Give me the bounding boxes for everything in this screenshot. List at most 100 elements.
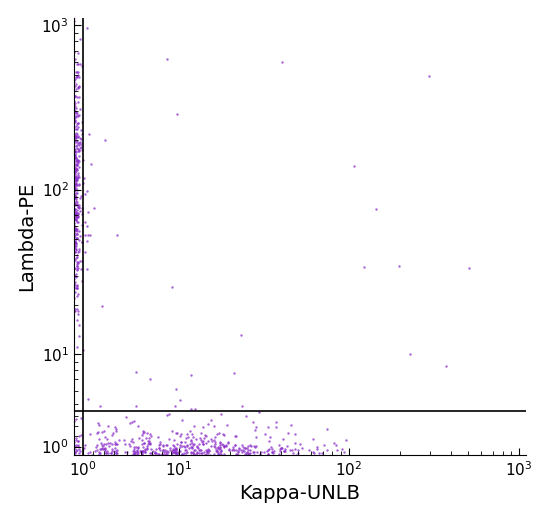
Point [246,446,255,454]
Point [101,444,109,452]
Point [372,204,381,213]
Point [156,446,165,454]
Point [70,176,79,184]
Point [150,452,159,460]
Point [77,265,86,273]
Point [74,227,83,235]
Point [74,48,82,57]
Point [92,443,101,451]
Point [313,445,322,453]
Point [69,103,78,112]
Point [237,441,246,450]
Point [75,105,84,113]
Point [70,183,79,191]
Point [73,230,82,238]
Point [140,439,148,447]
Point [96,402,104,410]
Point [238,448,247,456]
Point [73,446,82,454]
Point [72,213,81,222]
Point [206,435,215,443]
Point [80,190,89,198]
Point [73,176,81,184]
Point [134,449,142,457]
Point [182,449,191,457]
Point [72,211,80,219]
Point [166,446,174,454]
Point [151,448,160,457]
Point [138,426,147,435]
Point [82,265,91,274]
Point [170,442,179,450]
Point [69,174,78,183]
Point [74,290,82,298]
Point [72,212,80,220]
Point [142,434,151,443]
Point [332,441,341,449]
Point [72,224,80,232]
Point [69,178,78,186]
Point [72,177,80,185]
Point [111,444,119,452]
Point [73,305,81,313]
Point [228,445,237,453]
Point [211,440,220,448]
Point [112,446,120,454]
Point [277,58,286,67]
Point [70,187,79,195]
Point [250,451,258,459]
Point [70,172,79,180]
Point [73,133,82,141]
Point [113,446,122,454]
Point [182,448,191,457]
Point [102,449,111,458]
Point [74,145,82,153]
Point [108,447,117,456]
Point [73,266,81,275]
Point [69,417,78,425]
Point [72,226,80,234]
Point [122,448,131,456]
Point [280,445,289,453]
Point [177,450,186,458]
Point [290,452,299,460]
Point [70,307,79,315]
Point [70,288,79,296]
Point [71,225,80,233]
Point [122,412,130,421]
Point [201,450,210,459]
Point [74,211,82,219]
Point [234,451,243,460]
Point [168,449,177,458]
Point [360,263,368,271]
Point [170,401,179,410]
Point [133,450,142,458]
Point [188,443,196,451]
Point [180,437,189,446]
Point [70,158,79,166]
Point [196,429,205,437]
Point [72,436,80,444]
Point [190,422,199,430]
Point [294,446,302,454]
Point [70,191,79,199]
Point [80,231,89,239]
Point [75,138,84,146]
Point [187,405,196,413]
Point [145,439,154,448]
Point [148,447,157,456]
Point [74,245,83,253]
Point [70,226,79,234]
Point [73,198,82,206]
Point [74,163,83,172]
Point [70,146,79,154]
Point [70,179,79,187]
Point [76,140,85,148]
Point [287,421,295,430]
Point [94,421,103,430]
Point [186,437,195,445]
Point [94,419,103,427]
Point [73,175,81,183]
Point [338,445,346,453]
Point [72,133,81,141]
